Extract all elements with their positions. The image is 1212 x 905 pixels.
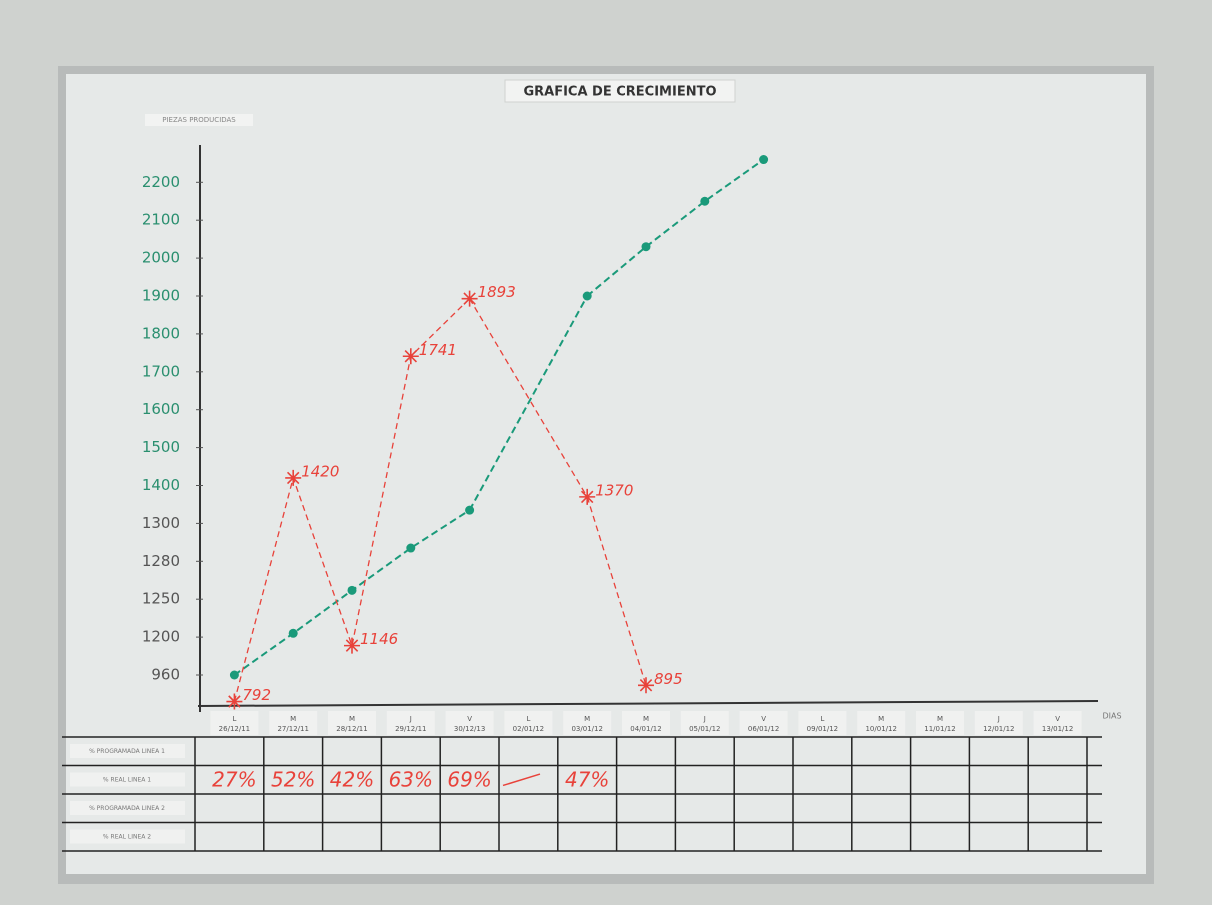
data-label: 1370 [595, 481, 633, 499]
x-day-label: J [409, 715, 412, 723]
point [638, 677, 654, 693]
x-day-label: M [349, 715, 355, 723]
y-tick-label: 1900 [142, 287, 180, 305]
point [348, 586, 357, 595]
x-tick-label: 04/01/12 [630, 725, 661, 733]
x-tick-label: 30/12/13 [454, 725, 485, 733]
chart: GRAFICA DE CRECIMIENTO PIEZAS PRODUCIDAS… [0, 0, 1212, 905]
table-cell: 63% [389, 767, 433, 791]
point [344, 638, 360, 654]
x-day-label: V [467, 715, 472, 723]
x-tick-label: 26/12/11 [219, 725, 250, 733]
x-day-label: L [820, 715, 824, 723]
row-label: % REAL LINEA 2 [103, 833, 151, 840]
y-tick-label: 2100 [142, 211, 180, 229]
x-tick-label: 10/01/12 [865, 725, 896, 733]
y-tick-label: 2200 [142, 173, 180, 191]
x-day-label: V [761, 715, 766, 723]
x-day-label: L [232, 715, 236, 723]
x-tick-label: 05/01/12 [689, 725, 720, 733]
y-tick-label: 1500 [142, 438, 180, 456]
chart-title: GRAFICA DE CRECIMIENTO [523, 85, 716, 100]
x-tick-label: 13/01/12 [1042, 725, 1073, 733]
x-tick-label: 09/01/12 [807, 725, 838, 733]
data-label: 1893 [478, 283, 516, 301]
y-tick-label: 2000 [142, 249, 180, 267]
point [465, 506, 474, 515]
data-label: 1420 [301, 462, 339, 480]
x-day-label: M [584, 715, 590, 723]
x-day-label: M [290, 715, 296, 723]
x-day-label: M [643, 715, 649, 723]
point [579, 489, 595, 505]
point [759, 155, 768, 164]
table-cell: 47% [565, 767, 609, 791]
data-label: 1146 [360, 630, 398, 648]
table-cell: 27% [212, 767, 256, 791]
x-day-label: M [878, 715, 884, 723]
x-tick-label: 06/01/12 [748, 725, 779, 733]
y-tick-label: 1300 [142, 514, 180, 532]
y-tick-label: 1400 [142, 476, 180, 494]
x-tick-label: 28/12/11 [336, 725, 367, 733]
point [289, 629, 298, 638]
x-day-label: J [703, 715, 706, 723]
x-day-label: V [1055, 715, 1060, 723]
x-tick-label: 29/12/11 [395, 725, 426, 733]
x-day-label: M [937, 715, 943, 723]
point [642, 242, 651, 251]
y-tick-label: 960 [151, 666, 180, 684]
x-axis-label: DIAS [1102, 712, 1121, 721]
x-tick-label: 03/01/12 [571, 725, 602, 733]
y-tick-label: 1280 [142, 552, 180, 570]
point [462, 291, 478, 307]
y-axis-label: PIEZAS PRODUCIDAS [162, 116, 236, 124]
point [700, 197, 709, 206]
row-label: % PROGRAMADA LINEA 2 [89, 805, 165, 812]
y-tick-label: 1600 [142, 400, 180, 418]
point [406, 544, 415, 553]
point [403, 348, 419, 364]
x-day-label: L [526, 715, 530, 723]
x-tick-label: 27/12/11 [277, 725, 308, 733]
page: GRAFICA DE CRECIMIENTO PIEZAS PRODUCIDAS… [0, 0, 1212, 905]
row-label: % REAL LINEA 1 [103, 776, 151, 783]
x-day-label: J [997, 715, 1000, 723]
table-cell: 52% [271, 767, 315, 791]
x-tick-label: 02/01/12 [513, 725, 544, 733]
whiteboard [66, 74, 1146, 874]
data-label: 895 [654, 670, 683, 688]
y-tick-label: 1200 [142, 628, 180, 646]
table-cell: 69% [447, 767, 491, 791]
y-tick-label: 1800 [142, 324, 180, 342]
data-label: 792 [242, 686, 271, 704]
point [230, 671, 239, 680]
y-tick-label: 1700 [142, 362, 180, 380]
point [285, 470, 301, 486]
table-cell: 42% [330, 767, 374, 791]
data-label: 1741 [419, 341, 457, 359]
point [226, 694, 242, 710]
x-tick-label: 12/01/12 [983, 725, 1014, 733]
y-tick-label: 1250 [142, 590, 180, 608]
row-label: % PROGRAMADA LINEA 1 [89, 748, 165, 755]
x-tick-label: 11/01/12 [924, 725, 955, 733]
point [583, 292, 592, 301]
